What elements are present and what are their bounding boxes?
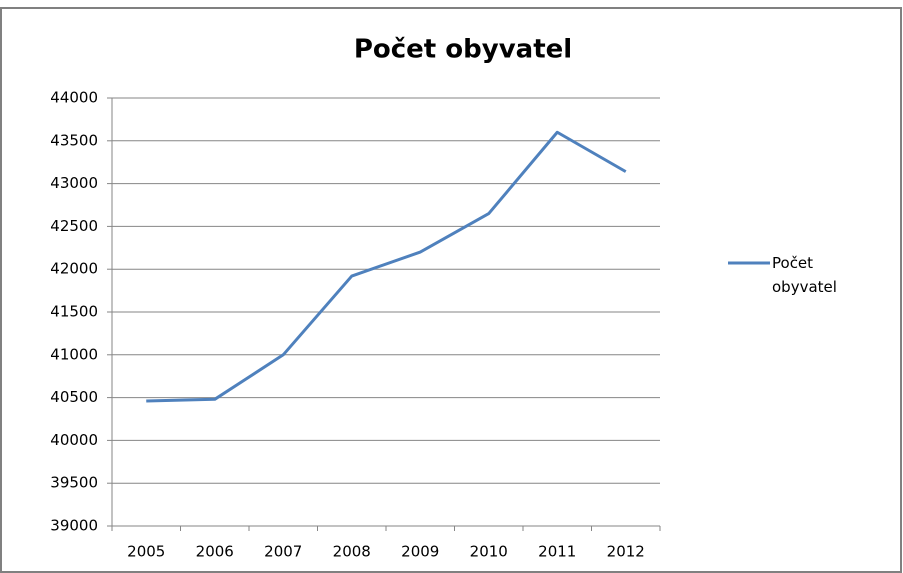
y-tick-label: 39000 [50, 517, 98, 535]
data-line [146, 130, 627, 403]
chart-frame [0, 7, 902, 573]
y-tick-label: 39500 [50, 474, 98, 492]
x-tick-label: 2006 [196, 543, 234, 561]
x-tick-label: 2007 [264, 543, 302, 561]
y-tick-label: 40500 [50, 388, 98, 406]
x-tick-label: 2011 [538, 543, 576, 561]
y-tick-label: 44000 [50, 89, 98, 107]
y-tick-label: 43000 [50, 174, 98, 192]
x-tick-label: 2009 [401, 543, 439, 561]
x-tick-label: 2012 [607, 543, 645, 561]
y-tick-label: 41500 [50, 303, 98, 321]
chart-title: Počet obyvatel [354, 35, 572, 65]
x-tick-label: 2008 [333, 543, 371, 561]
y-tick-label: 40000 [50, 431, 98, 449]
y-tick-label: 41000 [50, 345, 98, 363]
x-tick-label: 2005 [127, 543, 165, 561]
y-tick-label: 43500 [50, 131, 98, 149]
legend-label: Počet obyvatel [772, 254, 837, 296]
x-tick-label: 2010 [470, 543, 508, 561]
y-tick-label: 42500 [50, 217, 98, 235]
y-tick-label: 42000 [50, 260, 98, 278]
